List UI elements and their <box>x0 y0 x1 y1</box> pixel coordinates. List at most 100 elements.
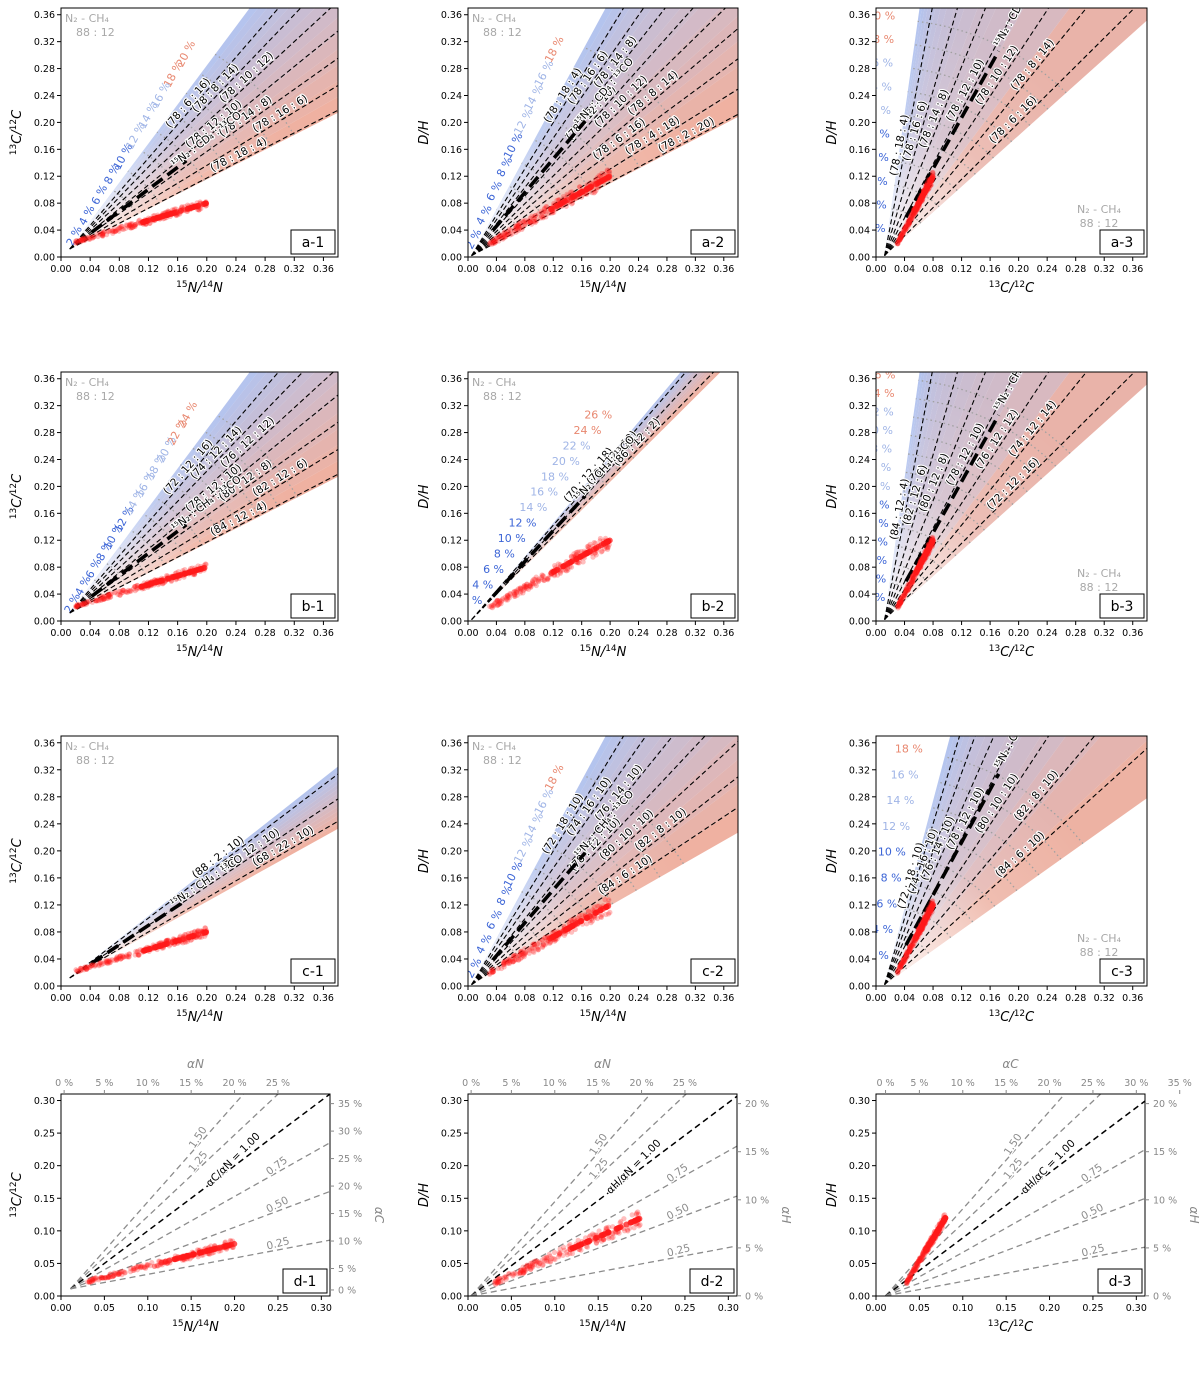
data-point <box>542 935 549 941</box>
base-mixture-label: N₂ - CH₄ <box>472 376 517 389</box>
data-point <box>636 1223 642 1229</box>
data-point <box>154 1262 160 1269</box>
data-point <box>120 954 126 960</box>
mixing-line <box>471 372 687 621</box>
data-point <box>909 940 915 947</box>
data-point <box>922 1247 929 1254</box>
data-point <box>91 234 97 240</box>
x-tick-label: 0.04 <box>486 628 507 639</box>
data-point <box>564 197 571 204</box>
data-point <box>605 544 611 551</box>
data-point <box>92 963 98 969</box>
data-point <box>907 944 913 950</box>
data-point <box>537 1260 543 1267</box>
data-point <box>497 1275 503 1281</box>
data-point <box>905 218 911 225</box>
data-point <box>126 951 132 957</box>
data-point <box>901 956 907 963</box>
y-tick-label: 0.00 <box>34 1292 55 1303</box>
ratio-line <box>885 1197 1145 1296</box>
data-point <box>599 1238 605 1244</box>
data-point <box>135 952 141 958</box>
data-point <box>578 1241 585 1248</box>
data-point <box>902 591 908 597</box>
data-point <box>916 1258 923 1264</box>
axis-sup: 14 <box>202 280 214 290</box>
panel-label: c-1 <box>302 964 324 980</box>
data-point <box>592 1235 599 1242</box>
data-point <box>495 234 501 240</box>
y-tick-label: 0.24 <box>849 819 870 830</box>
data-point <box>78 965 84 972</box>
data-point <box>495 1279 502 1286</box>
data-point <box>896 602 902 608</box>
data-point <box>556 201 563 208</box>
data-point <box>490 966 496 973</box>
data-point <box>591 539 597 546</box>
data-point <box>136 952 142 958</box>
x-axis-label: 13C/12C <box>989 644 1035 660</box>
mixing-line <box>69 372 335 614</box>
data-point <box>107 592 113 598</box>
data-point <box>84 1279 91 1285</box>
x-tick-label: 0.00 <box>50 1303 71 1314</box>
data-point <box>635 1211 642 1218</box>
y-tick-label: 0.36 <box>849 738 870 749</box>
data-point <box>524 1263 530 1269</box>
percent-label: 16 % <box>891 768 919 781</box>
data-point <box>547 1253 553 1260</box>
data-point <box>74 238 80 244</box>
data-point <box>904 951 910 957</box>
data-point <box>904 221 910 227</box>
axis-sup: 13 <box>988 1319 999 1329</box>
data-point <box>897 963 903 969</box>
data-point <box>904 585 910 591</box>
y-tick-label: 0.28 <box>849 64 870 75</box>
data-point <box>107 591 114 597</box>
ratio-line <box>70 1094 330 1290</box>
data-point <box>119 223 125 229</box>
percent-label: 12 % <box>863 104 891 117</box>
axis-sym: C/ <box>1000 281 1015 296</box>
mixing-line <box>69 473 338 614</box>
data-point <box>567 1246 574 1253</box>
x-tick-label: 0.25 <box>674 1303 695 1314</box>
data-point <box>135 952 142 958</box>
data-point <box>894 970 901 976</box>
data-point <box>518 949 524 955</box>
right-tick-label: 10 % <box>1153 1195 1177 1206</box>
data-point <box>109 228 115 234</box>
data-point <box>905 1277 911 1283</box>
panel-label-box <box>290 593 336 619</box>
y-axis-label: D/H <box>417 120 432 144</box>
data-point <box>598 913 604 920</box>
data-point <box>126 954 132 960</box>
data-point <box>117 953 123 959</box>
data-point <box>503 959 509 965</box>
data-point <box>597 907 604 914</box>
data-point <box>76 602 82 608</box>
data-point <box>901 958 907 964</box>
y-axis-label: 13C/12C <box>9 1171 25 1217</box>
data-point <box>517 585 524 591</box>
data-point <box>898 596 904 602</box>
data-point <box>917 1255 923 1261</box>
center-line <box>904 772 1001 946</box>
data-point <box>115 591 121 598</box>
data-point <box>909 574 916 580</box>
data-point <box>104 958 110 964</box>
data-point <box>487 971 493 977</box>
data-point <box>935 1226 942 1233</box>
x-tick-label: 0.36 <box>1122 264 1143 275</box>
x-tick-label: 0.24 <box>628 264 649 275</box>
axis-sym: N/ <box>591 1010 607 1025</box>
data-point <box>900 595 906 601</box>
y-tick-label: 0.08 <box>34 927 55 938</box>
data-point <box>489 966 495 972</box>
y-tick-label: 0.08 <box>441 199 462 210</box>
data-point <box>98 594 105 600</box>
data-point <box>908 1273 914 1279</box>
iso-percent-arc <box>571 69 665 156</box>
x-axis-label: 15N/14N <box>579 1319 626 1335</box>
data-point <box>493 238 499 245</box>
